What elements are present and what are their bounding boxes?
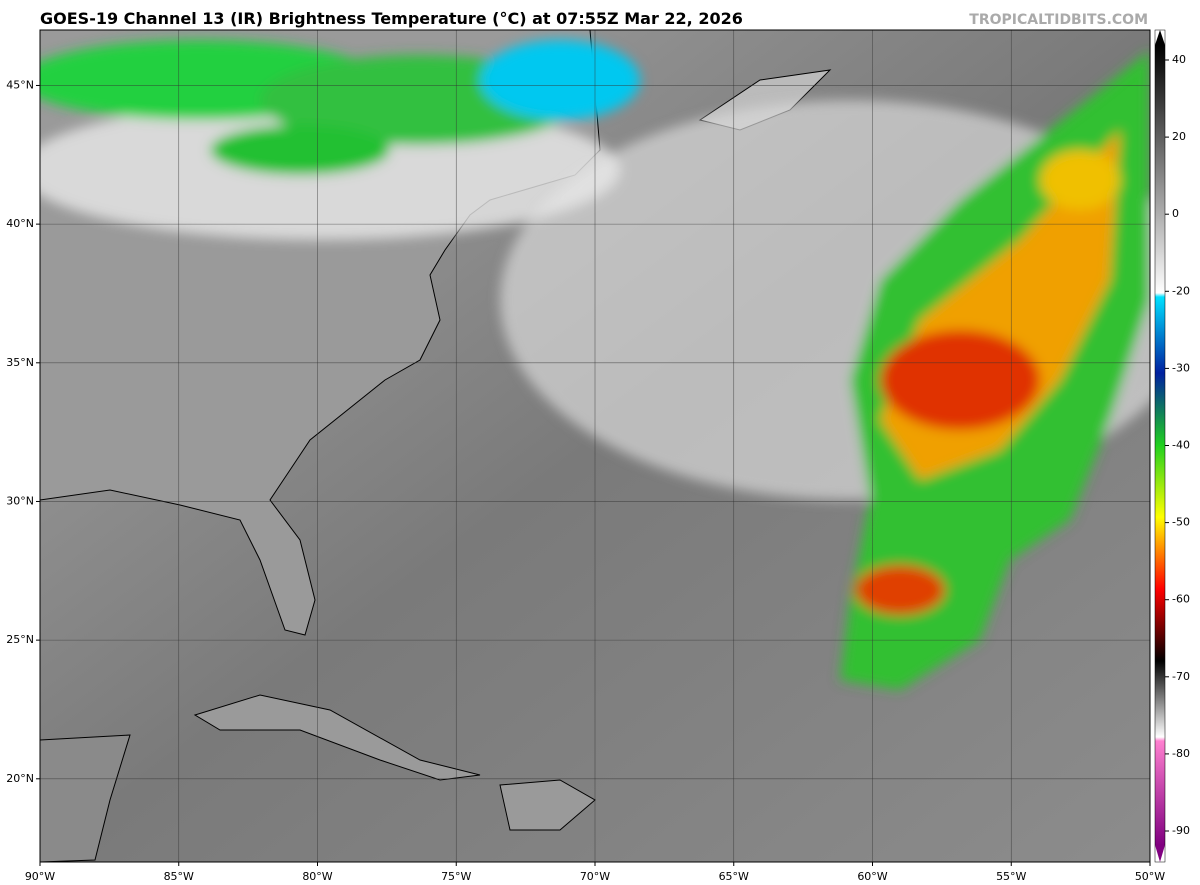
colorbar-tick-label: -40 [1172,439,1190,452]
y-tick-label: 25°N [6,633,34,646]
colorbar-tick-label: -50 [1172,516,1190,529]
colorbar-tick-label: -90 [1172,824,1190,837]
colorbar-tick-label: -70 [1172,670,1190,683]
colorbar-tick-label: 0 [1172,207,1179,220]
watermark: TROPICALTIDBITS.COM [969,12,1148,28]
x-tick-label: 55°W [996,870,1026,883]
colorbar-tick-label: -80 [1172,747,1190,760]
colorbar-extend-bottom [1155,845,1165,862]
cuba [193,694,481,781]
colorbar-tick-label: 40 [1172,53,1186,66]
y-tick-label: 20°N [6,772,34,785]
y-tick-label: 30°N [6,494,34,507]
colorbar-tick-label: -20 [1172,284,1190,297]
colorbar-tick-label: -30 [1172,361,1190,374]
x-tick-label: 85°W [164,870,194,883]
yucatan [40,734,131,862]
x-tick-label: 50°W [1135,870,1165,883]
x-tick-label: 75°W [441,870,471,883]
x-tick-label: 70°W [580,870,610,883]
colorbar-tick-label: 20 [1172,130,1186,143]
grid [40,30,1150,862]
x-tick-label: 60°W [857,870,887,883]
colorbar-extend-top [1155,30,1165,45]
x-tick-label: 65°W [719,870,749,883]
title: GOES-19 Channel 13 (IR) Brightness Tempe… [40,9,743,28]
x-tick-label: 90°W [25,870,55,883]
satellite-image [40,30,1150,862]
x-tick-label: 80°W [302,870,332,883]
y-tick-label: 40°N [6,217,34,230]
y-tick-label: 35°N [6,356,34,369]
y-tick-label: 45°N [6,78,34,91]
hispaniola [499,779,596,831]
colorbar-tick-label: -60 [1172,593,1190,606]
clouds [40,40,1150,690]
colorbar [1155,45,1165,845]
